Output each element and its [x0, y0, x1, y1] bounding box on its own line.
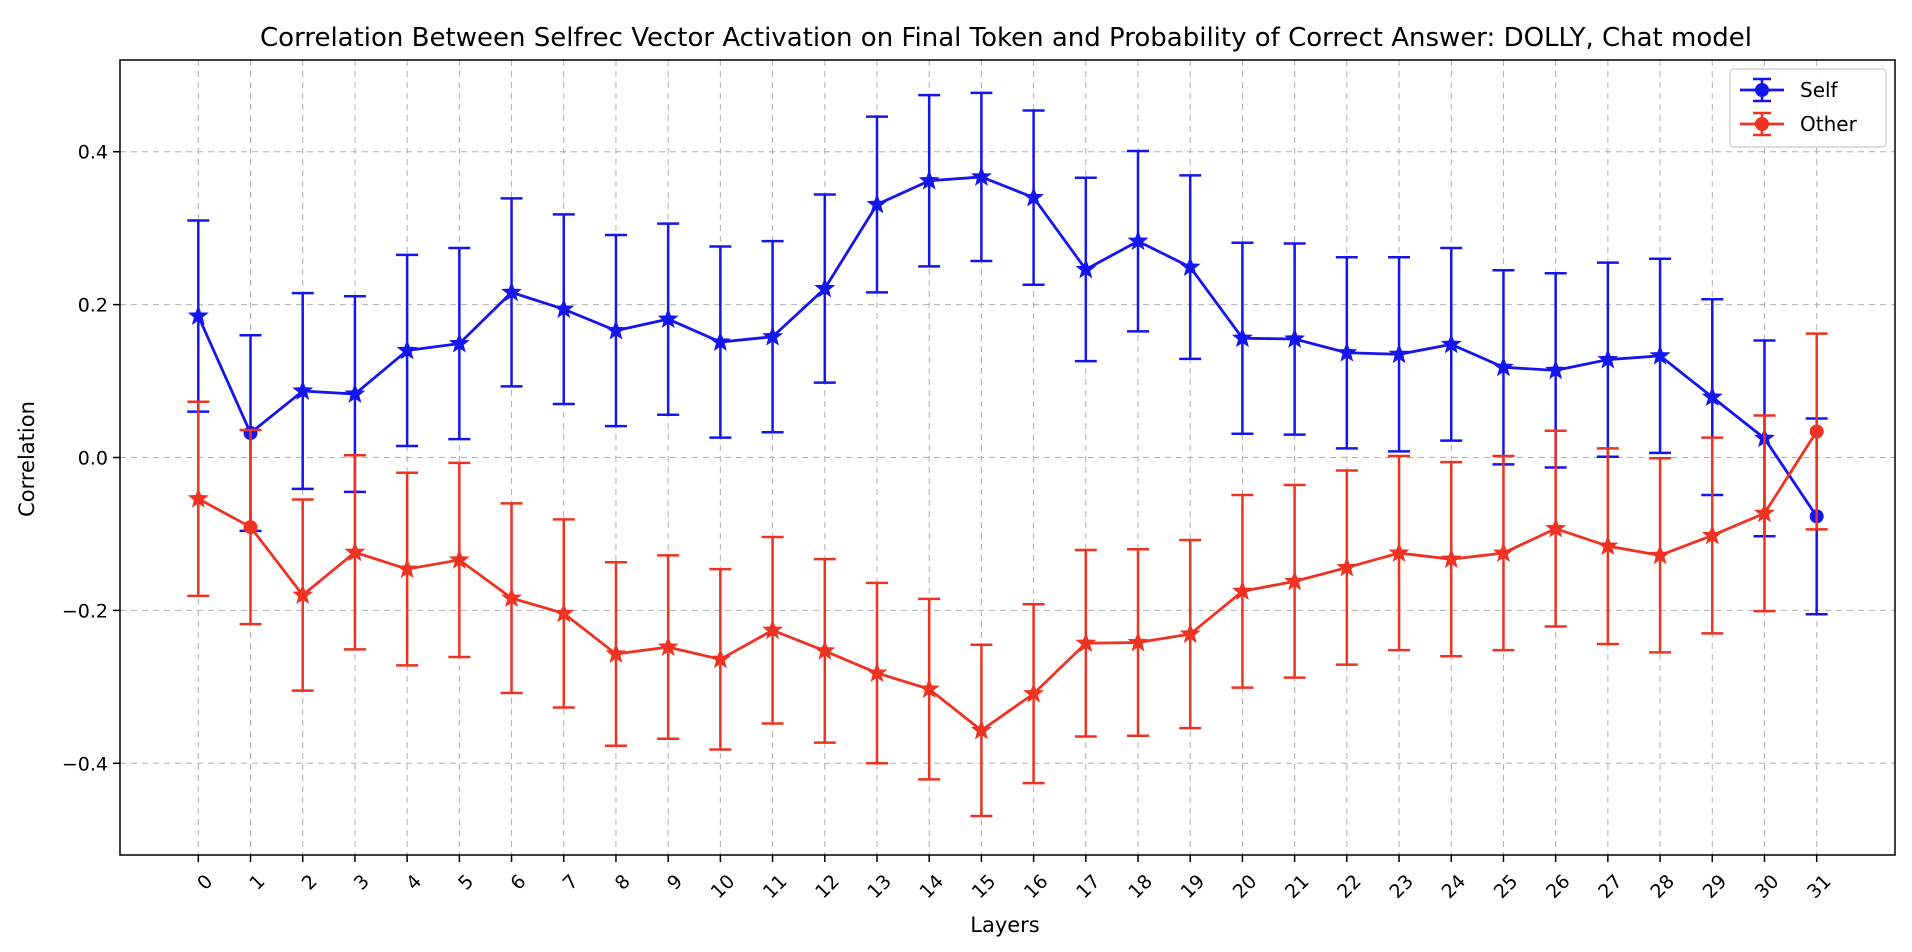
data-point	[657, 636, 679, 656]
series-layer	[187, 91, 1828, 818]
data-point	[553, 602, 575, 623]
series-line	[197, 175, 1818, 518]
data-point	[553, 298, 575, 319]
data-point	[918, 169, 940, 190]
data-point	[1545, 359, 1567, 380]
data-point	[1701, 386, 1723, 407]
data-point	[709, 331, 731, 351]
data-point	[187, 487, 209, 508]
chart-title: Correlation Between Selfrec Vector Activ…	[260, 23, 1752, 53]
data-point	[1492, 356, 1514, 377]
data-point	[1754, 502, 1775, 523]
data-point	[1127, 230, 1149, 251]
data-point	[1388, 542, 1410, 562]
data-point	[709, 648, 731, 669]
data-point	[1809, 424, 1824, 439]
data-point	[1336, 556, 1358, 577]
legend-label-self: Self	[1800, 78, 1839, 102]
series-other	[187, 332, 1828, 818]
data-point	[1440, 333, 1462, 354]
data-point	[1545, 517, 1567, 538]
data-point	[1127, 631, 1149, 652]
data-point	[1231, 327, 1253, 348]
data-point	[657, 308, 679, 329]
data-point	[1179, 256, 1201, 277]
data-point	[243, 520, 258, 535]
y-tick-label: −0.2	[62, 600, 108, 622]
data-point	[970, 719, 992, 740]
series-self	[187, 91, 1828, 616]
data-point	[866, 662, 888, 682]
data-point	[970, 165, 992, 186]
data-point	[1179, 623, 1201, 643]
data-point	[814, 277, 836, 298]
data-point	[1701, 524, 1723, 545]
legend: Self Other	[1729, 68, 1887, 148]
data-point	[762, 619, 784, 640]
data-point	[1023, 682, 1045, 703]
data-point	[1336, 341, 1358, 362]
data-point	[605, 642, 627, 663]
data-point	[866, 193, 888, 214]
data-point	[1440, 548, 1462, 569]
data-point	[918, 678, 940, 699]
y-tick-label: 0.0	[78, 448, 108, 470]
data-point	[1597, 348, 1619, 369]
data-point	[1075, 258, 1097, 279]
data-point	[814, 639, 836, 660]
series-line	[197, 430, 1818, 733]
data-point	[448, 332, 470, 353]
y-tick-label: 0.4	[78, 142, 108, 164]
data-point	[1492, 542, 1514, 562]
data-point	[396, 339, 418, 360]
data-point	[292, 584, 314, 604]
data-point	[1388, 343, 1410, 364]
data-point	[1649, 344, 1671, 365]
y-tick-label: −0.4	[62, 753, 108, 775]
y-axis-label: Correlation	[15, 401, 39, 517]
data-point	[605, 319, 627, 340]
data-point	[344, 383, 366, 403]
data-point	[292, 380, 314, 400]
legend-box	[1729, 68, 1887, 148]
data-point	[396, 558, 418, 578]
data-point	[187, 305, 209, 325]
data-point	[1284, 328, 1306, 348]
data-point	[1597, 535, 1619, 556]
legend-marker	[1755, 83, 1769, 97]
data-point	[762, 325, 784, 346]
y-tick-label: 0.2	[78, 295, 108, 317]
legend-marker	[1755, 117, 1769, 131]
data-point	[1023, 186, 1045, 207]
legend-label-other: Other	[1800, 112, 1858, 136]
data-point	[501, 281, 523, 302]
x-axis-label: Layers	[970, 913, 1040, 937]
data-point	[448, 548, 470, 569]
data-point	[1231, 580, 1253, 601]
data-point	[501, 587, 523, 608]
data-point	[1284, 570, 1306, 591]
data-point	[1075, 632, 1097, 653]
data-point	[1649, 544, 1671, 565]
data-point	[344, 541, 366, 562]
